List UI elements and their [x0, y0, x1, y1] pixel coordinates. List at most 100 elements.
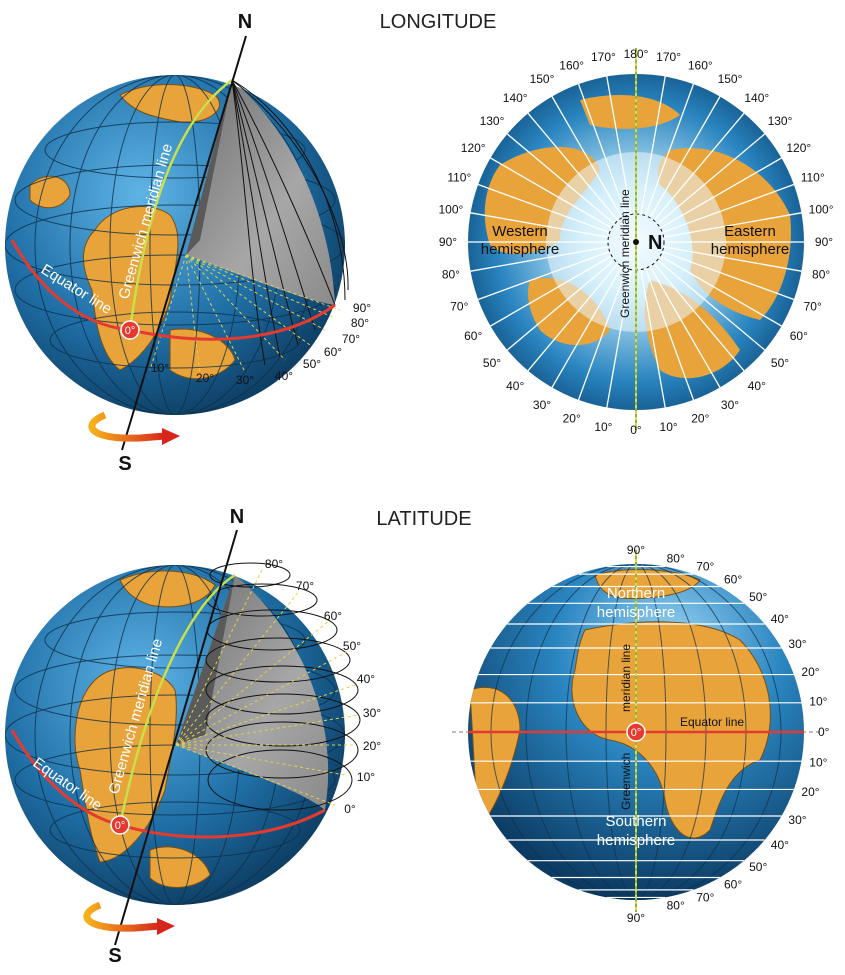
polar-degree-label: 120° [786, 141, 811, 155]
equatorial-degree-label: 70° [696, 560, 714, 574]
polar-meridian-line [653, 263, 745, 372]
equatorial-degree-label: 10° [809, 756, 827, 770]
polar-degree-label: 160° [559, 58, 584, 72]
polar-meridian-line [644, 83, 695, 216]
eastern-label-2: hemisphere [711, 241, 789, 258]
lon-deg-30: 30° [236, 373, 254, 387]
north-pole-label-polar: N [648, 232, 662, 254]
equatorial-degree-label: 20° [801, 785, 819, 799]
lon-deg-70: 70° [342, 332, 360, 346]
equatorial-view-globe: 0° Northern hemisphere Southern hemisphe… [452, 543, 830, 925]
polar-degree-label: 50° [771, 356, 789, 370]
polar-degree-label: 150° [530, 72, 555, 86]
polar-meridian-line [657, 133, 766, 225]
equator-label-eq: Equator line [680, 715, 744, 729]
polar-meridian-line [551, 265, 623, 388]
polar-degree-label: 70° [450, 299, 468, 313]
polar-degree-label: 10° [660, 420, 678, 434]
polar-degree-label: 0° [630, 423, 642, 437]
zero-marker-label-lat: 0° [115, 820, 126, 832]
polar-view-globe: N Greenwich meridian line Western hemisp… [438, 47, 833, 437]
south-pole-label-1: S [118, 453, 131, 475]
polar-degree-label: 30° [533, 398, 551, 412]
lat-deg-30: 30° [363, 706, 381, 720]
western-label-2: hemisphere [481, 241, 559, 258]
polar-meridian-line [663, 246, 802, 272]
polar-degree-label: 120° [461, 141, 486, 155]
polar-degree-label: 110° [801, 171, 825, 185]
equatorial-degree-label: 50° [749, 860, 767, 874]
polar-meridian-line [659, 255, 782, 327]
north-pole-label-1: N [238, 11, 252, 33]
longitude-globe: 0° Greenwich meridian line Equator line … [5, 11, 371, 475]
polar-meridian-line [659, 157, 782, 229]
lat-deg-50: 50° [343, 639, 361, 653]
polar-degree-label: 80° [812, 268, 830, 282]
polar-meridian-line [527, 263, 619, 372]
equatorial-degree-label: 60° [724, 573, 742, 587]
lon-deg-20: 20° [196, 371, 214, 385]
lat-deg-60: 60° [324, 609, 342, 623]
polar-meridian-line [490, 157, 613, 229]
polar-meridian-line [640, 269, 666, 408]
polar-meridian-line [657, 259, 766, 351]
equatorial-degree-label: 10° [809, 694, 827, 708]
equatorial-degree-label: 30° [788, 637, 806, 651]
equatorial-degree-label: 90° [627, 543, 645, 557]
polar-degree-label: 20° [691, 412, 709, 426]
meridian-label-eq: meridian line [619, 644, 633, 712]
equatorial-degree-label: 90° [627, 911, 645, 925]
greenwich-label-polar: Greenwich meridian line [618, 189, 632, 318]
polar-meridian-line [470, 246, 609, 272]
polar-meridian-line [606, 76, 632, 215]
equatorial-degree-label: 20° [801, 665, 819, 679]
latitude-title: LATITUDE [376, 508, 471, 530]
polar-degree-label: 130° [768, 114, 793, 128]
polar-meridian-line [506, 259, 615, 351]
equatorial-degree-label: 30° [788, 813, 806, 827]
equatorial-degree-label: 70° [696, 890, 714, 904]
polar-meridian-line [577, 268, 628, 401]
lon-deg-10: 10° [151, 361, 169, 375]
lon-deg-40: 40° [275, 369, 293, 383]
polar-meridian-line [551, 96, 623, 219]
south-pole-label-3: S [108, 945, 121, 967]
lon-deg-90: 90° [353, 301, 371, 315]
polar-degree-label: 10° [594, 420, 612, 434]
longitude-title: LONGITUDE [380, 11, 497, 33]
eastern-label-1: Eastern [724, 223, 776, 240]
polar-degree-label: 50° [483, 356, 501, 370]
southern-label-2: hemisphere [597, 832, 675, 849]
polar-meridian-line [649, 96, 721, 219]
zero-marker-label-eq: 0° [631, 727, 642, 739]
polar-degree-label: 100° [809, 202, 834, 216]
greenwich-word-eq: Greenwich [619, 753, 633, 810]
lon-deg-80: 80° [351, 316, 369, 330]
equatorial-degree-label: 50° [749, 590, 767, 604]
polar-meridian-line [662, 250, 795, 301]
polar-meridian-line [663, 212, 802, 238]
lon-deg-60: 60° [324, 345, 342, 359]
polar-degree-label: 140° [503, 91, 528, 105]
polar-meridian-line [640, 76, 666, 215]
equatorial-degree-label: 40° [771, 612, 789, 626]
polar-degree-label: 130° [480, 114, 505, 128]
lat-deg-10: 10° [357, 770, 375, 784]
polar-degree-label: 140° [744, 91, 769, 105]
equatorial-degree-label: 80° [667, 898, 685, 912]
polar-degree-label: 170° [591, 50, 616, 64]
lat-deg-20: 20° [363, 739, 381, 753]
polar-degree-label: 150° [718, 72, 743, 86]
lat-deg-40: 40° [357, 672, 375, 686]
polar-degree-label: 40° [748, 379, 766, 393]
lat-deg-70: 70° [296, 579, 314, 593]
polar-degree-label: 160° [688, 58, 713, 72]
polar-degree-label: 30° [721, 398, 739, 412]
polar-meridian-line [662, 183, 795, 234]
lat-deg-0: 0° [344, 802, 356, 816]
polar-degree-label: 20° [563, 412, 581, 426]
polar-degree-label: 180° [624, 47, 649, 61]
equatorial-degree-label: 40° [771, 838, 789, 852]
lon-deg-50: 50° [303, 357, 321, 371]
